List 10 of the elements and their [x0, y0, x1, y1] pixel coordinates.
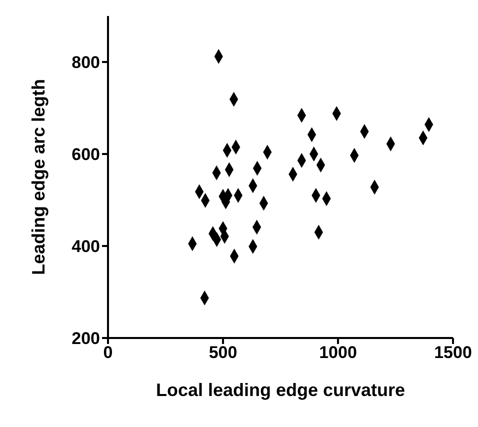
x-tick-label: 1500: [434, 343, 472, 362]
x-tick-label: 500: [208, 343, 238, 362]
y-axis-title: Leading edge arc legth: [28, 78, 48, 276]
y-tick-label: 600: [72, 145, 100, 164]
x-axis-title: Local leading edge curvature: [156, 380, 406, 400]
y-tick-label: 400: [72, 237, 100, 256]
y-tick-label: 800: [72, 53, 100, 72]
x-tick-label: 0: [103, 343, 113, 362]
y-tick-label: 200: [72, 329, 100, 348]
x-tick-label: 1000: [319, 343, 357, 362]
